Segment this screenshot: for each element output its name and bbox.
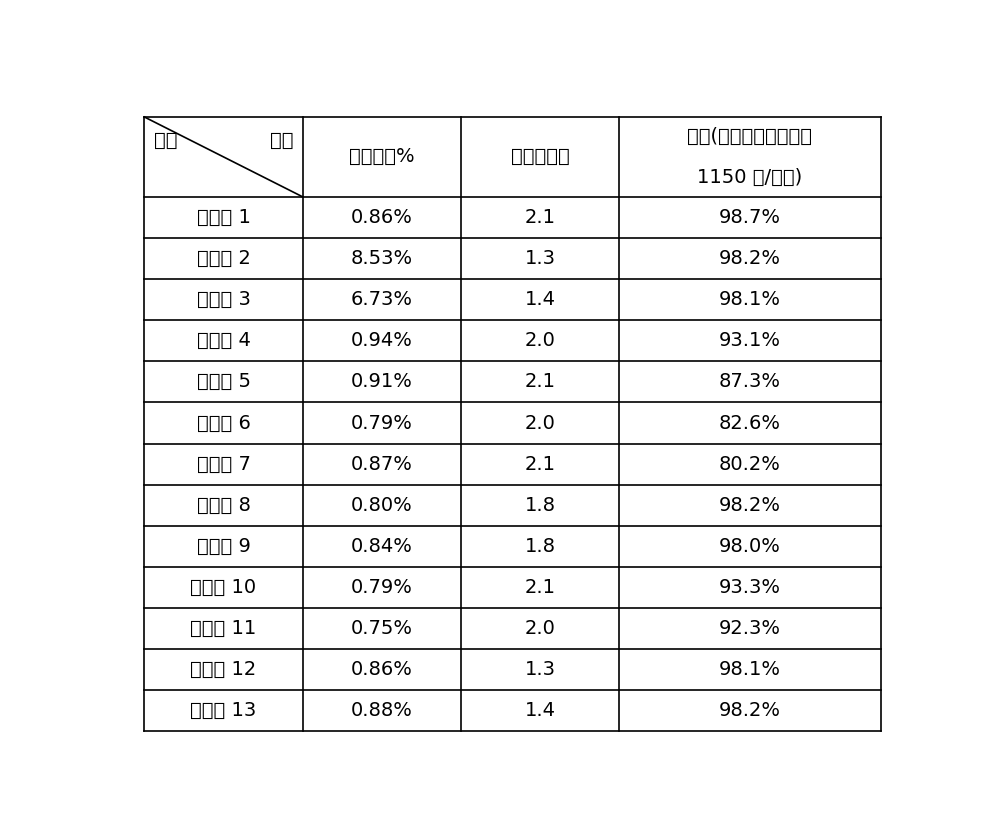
Text: 92.3%: 92.3% — [719, 619, 781, 638]
Text: 98.2%: 98.2% — [719, 496, 781, 515]
Text: 实施例 8: 实施例 8 — [197, 496, 250, 515]
Text: 实施例 2: 实施例 2 — [197, 249, 250, 268]
Text: 0.86%: 0.86% — [351, 660, 413, 680]
Text: 0.86%: 0.86% — [351, 208, 413, 227]
Text: 98.2%: 98.2% — [719, 249, 781, 268]
Text: 0.94%: 0.94% — [351, 331, 413, 350]
Text: 实施例 11: 实施例 11 — [190, 619, 257, 638]
Text: 实施例 12: 实施例 12 — [190, 660, 257, 680]
Text: 实施例 1: 实施例 1 — [197, 208, 250, 227]
Text: 0.87%: 0.87% — [351, 454, 413, 474]
Text: 0.79%: 0.79% — [351, 413, 413, 433]
Text: 0.75%: 0.75% — [351, 619, 413, 638]
Text: 98.0%: 98.0% — [719, 537, 781, 556]
Text: 2.0: 2.0 — [525, 413, 556, 433]
Text: 指标: 指标 — [270, 131, 293, 150]
Text: 82.6%: 82.6% — [719, 413, 781, 433]
Text: 0.88%: 0.88% — [351, 701, 413, 721]
Text: 2.1: 2.1 — [525, 208, 556, 227]
Text: 实施例 7: 实施例 7 — [197, 454, 250, 474]
Text: 实施例 6: 实施例 6 — [197, 413, 250, 433]
Text: 1.8: 1.8 — [525, 496, 556, 515]
Text: 6.73%: 6.73% — [351, 290, 413, 309]
Text: 实施例 5: 实施例 5 — [197, 372, 251, 391]
Text: 实施例 13: 实施例 13 — [190, 701, 257, 721]
Text: 98.7%: 98.7% — [719, 208, 781, 227]
Text: 87.3%: 87.3% — [719, 372, 781, 391]
Text: 2.1: 2.1 — [525, 372, 556, 391]
Text: 0.84%: 0.84% — [351, 537, 413, 556]
Text: 2.1: 2.1 — [525, 454, 556, 474]
Text: 实施例 4: 实施例 4 — [197, 331, 250, 350]
Text: 1.8: 1.8 — [525, 537, 556, 556]
Text: 93.1%: 93.1% — [719, 331, 781, 350]
Text: 8.53%: 8.53% — [351, 249, 413, 268]
Text: 98.1%: 98.1% — [719, 660, 781, 680]
Text: 防效(有效成分用药量：: 防效(有效成分用药量： — [687, 127, 812, 145]
Text: 1150 克/公顷): 1150 克/公顷) — [697, 168, 803, 187]
Text: 2.0: 2.0 — [525, 331, 556, 350]
Text: 2.0: 2.0 — [525, 619, 556, 638]
Text: 0.91%: 0.91% — [351, 372, 413, 391]
Text: 持效期，年: 持效期，年 — [511, 147, 569, 166]
Text: 98.1%: 98.1% — [719, 290, 781, 309]
Text: 实施例 3: 实施例 3 — [197, 290, 250, 309]
Text: 93.3%: 93.3% — [719, 578, 781, 597]
Text: 80.2%: 80.2% — [719, 454, 781, 474]
Text: 0.80%: 0.80% — [351, 496, 413, 515]
Text: 2.1: 2.1 — [525, 578, 556, 597]
Text: 98.2%: 98.2% — [719, 701, 781, 721]
Text: 漂移量，%: 漂移量，% — [349, 147, 415, 166]
Text: 1.3: 1.3 — [525, 660, 556, 680]
Text: 实施例 10: 实施例 10 — [190, 578, 257, 597]
Text: 实施例 9: 实施例 9 — [197, 537, 250, 556]
Text: 1.4: 1.4 — [525, 290, 556, 309]
Text: 1.4: 1.4 — [525, 701, 556, 721]
Text: 产品: 产品 — [154, 131, 177, 150]
Text: 1.3: 1.3 — [525, 249, 556, 268]
Text: 0.79%: 0.79% — [351, 578, 413, 597]
